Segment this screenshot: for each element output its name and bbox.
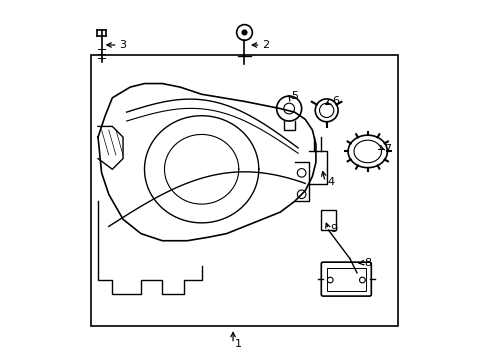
Text: 8: 8 <box>364 258 370 268</box>
Text: 1: 1 <box>234 339 242 348</box>
Text: 3: 3 <box>119 40 126 50</box>
Bar <box>326 267 365 291</box>
Text: 5: 5 <box>290 91 297 101</box>
Text: 6: 6 <box>332 96 339 107</box>
Bar <box>321 210 335 230</box>
Circle shape <box>242 30 246 35</box>
Text: 9: 9 <box>329 224 337 234</box>
Text: 4: 4 <box>326 177 333 187</box>
Bar <box>91 55 397 327</box>
Text: 7: 7 <box>383 144 390 154</box>
Text: 2: 2 <box>262 40 269 50</box>
FancyBboxPatch shape <box>321 262 370 296</box>
